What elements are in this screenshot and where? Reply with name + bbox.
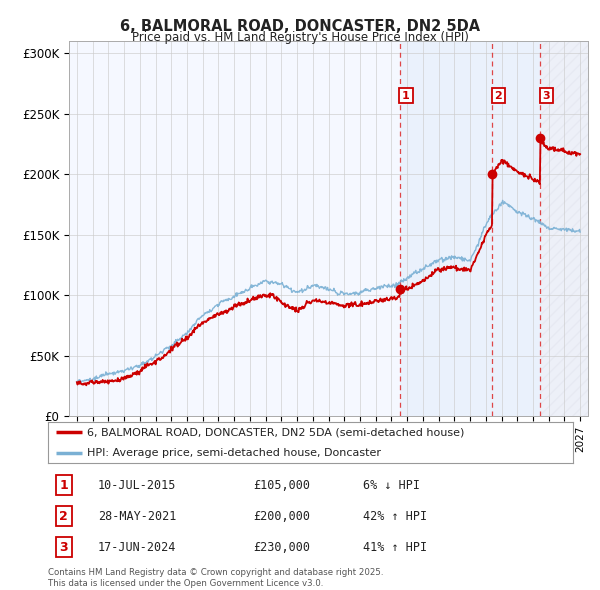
Text: 2: 2 <box>59 510 68 523</box>
Text: 6% ↓ HPI: 6% ↓ HPI <box>363 478 420 491</box>
Text: 6, BALMORAL ROAD, DONCASTER, DN2 5DA: 6, BALMORAL ROAD, DONCASTER, DN2 5DA <box>120 19 480 34</box>
Text: 1: 1 <box>59 478 68 491</box>
Text: £105,000: £105,000 <box>253 478 310 491</box>
Text: 2: 2 <box>494 91 502 101</box>
Text: Price paid vs. HM Land Registry's House Price Index (HPI): Price paid vs. HM Land Registry's House … <box>131 31 469 44</box>
Text: 1: 1 <box>402 91 410 101</box>
Text: £200,000: £200,000 <box>253 510 310 523</box>
Text: 10-JUL-2015: 10-JUL-2015 <box>98 478 176 491</box>
Text: Contains HM Land Registry data © Crown copyright and database right 2025.
This d: Contains HM Land Registry data © Crown c… <box>48 568 383 588</box>
Text: 3: 3 <box>59 541 68 554</box>
Bar <box>400 41 540 416</box>
Text: 41% ↑ HPI: 41% ↑ HPI <box>363 541 427 554</box>
Text: 28-MAY-2021: 28-MAY-2021 <box>98 510 176 523</box>
Text: £230,000: £230,000 <box>253 541 310 554</box>
Text: HPI: Average price, semi-detached house, Doncaster: HPI: Average price, semi-detached house,… <box>88 448 382 458</box>
Text: 17-JUN-2024: 17-JUN-2024 <box>98 541 176 554</box>
Text: 3: 3 <box>542 91 550 101</box>
Text: 6, BALMORAL ROAD, DONCASTER, DN2 5DA (semi-detached house): 6, BALMORAL ROAD, DONCASTER, DN2 5DA (se… <box>88 427 465 437</box>
Bar <box>540 41 588 416</box>
Text: 42% ↑ HPI: 42% ↑ HPI <box>363 510 427 523</box>
